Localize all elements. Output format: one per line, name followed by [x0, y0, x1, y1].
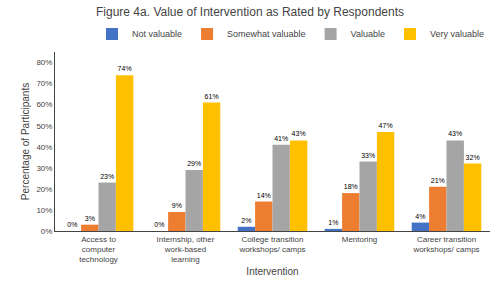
svg-text:1%: 1%: [328, 219, 338, 226]
svg-text:18%: 18%: [344, 183, 358, 190]
svg-text:Career transitionworkshops/ ca: Career transitionworkshops/ camps: [412, 235, 479, 254]
svg-text:14%: 14%: [257, 192, 271, 199]
svg-text:Somewhat valuable: Somewhat valuable: [227, 29, 306, 39]
svg-text:0%: 0%: [67, 221, 77, 228]
svg-text:23%: 23%: [100, 173, 114, 180]
svg-text:29%: 29%: [187, 160, 201, 167]
svg-text:20%: 20%: [36, 185, 52, 194]
svg-text:50%: 50%: [36, 122, 52, 131]
svg-text:33%: 33%: [361, 152, 375, 159]
svg-text:Intervention: Intervention: [246, 266, 298, 277]
svg-text:47%: 47%: [379, 122, 393, 129]
svg-text:30%: 30%: [36, 164, 52, 173]
svg-text:74%: 74%: [118, 65, 132, 72]
svg-text:60%: 60%: [36, 100, 52, 109]
svg-text:Very valuable: Very valuable: [430, 29, 484, 39]
svg-text:Mentoring: Mentoring: [342, 235, 378, 244]
svg-text:40%: 40%: [36, 143, 52, 152]
svg-text:0%: 0%: [41, 227, 53, 236]
svg-text:32%: 32%: [466, 154, 480, 161]
svg-text:10%: 10%: [36, 206, 52, 215]
svg-text:Not valuable: Not valuable: [132, 29, 182, 39]
svg-text:Access tocomputertechnology: Access tocomputertechnology: [79, 235, 118, 265]
svg-text:Percentage of Participants: Percentage of Participants: [20, 83, 31, 200]
svg-text:61%: 61%: [205, 93, 219, 100]
svg-text:College transitionworkshops/ c: College transitionworkshops/ camps: [238, 235, 305, 254]
svg-text:43%: 43%: [292, 130, 306, 137]
svg-text:41%: 41%: [274, 135, 288, 142]
svg-text:4%: 4%: [415, 213, 425, 220]
svg-text:43%: 43%: [448, 130, 462, 137]
svg-text:70%: 70%: [36, 79, 52, 88]
svg-text:2%: 2%: [241, 217, 251, 224]
svg-text:21%: 21%: [431, 177, 445, 184]
svg-text:3%: 3%: [85, 215, 95, 222]
svg-text:80%: 80%: [36, 58, 52, 67]
svg-text:0%: 0%: [154, 221, 164, 228]
svg-text:9%: 9%: [172, 202, 182, 209]
svg-text:Figure 4a. Value of Interventi: Figure 4a. Value of Intervention as Rate…: [96, 5, 404, 19]
svg-text:Valuable: Valuable: [351, 29, 385, 39]
svg-text:Internship, otherwork-basedlea: Internship, otherwork-basedlearning: [157, 235, 215, 265]
